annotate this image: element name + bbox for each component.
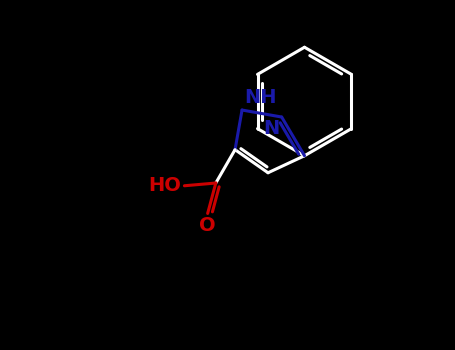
Text: O: O <box>199 216 216 235</box>
Text: N: N <box>264 119 280 138</box>
Text: NH: NH <box>244 88 276 107</box>
Text: HO: HO <box>149 176 182 195</box>
